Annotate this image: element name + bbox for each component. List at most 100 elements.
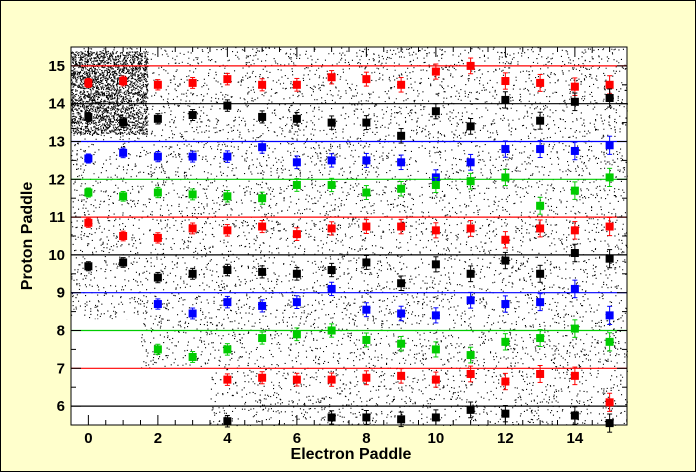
data-point (223, 75, 232, 84)
data-point (153, 188, 162, 197)
empty-region (71, 368, 210, 425)
data-point (536, 201, 545, 210)
data-point (431, 311, 440, 320)
y-tick-label: 7 (57, 360, 65, 377)
data-point (570, 82, 579, 91)
data-point (327, 284, 336, 293)
data-point (397, 371, 406, 380)
data-point (362, 118, 371, 127)
data-point (84, 78, 93, 87)
data-point (258, 334, 267, 343)
data-point (466, 369, 475, 378)
data-point (188, 309, 197, 318)
data-point (397, 309, 406, 318)
data-point (188, 78, 197, 87)
data-point (605, 80, 614, 89)
data-point (570, 186, 579, 195)
data-point (431, 67, 440, 76)
x-tick-label: 4 (223, 430, 232, 447)
data-point (327, 156, 336, 165)
data-point (570, 249, 579, 258)
data-point (119, 77, 128, 86)
x-tick-label: 12 (497, 430, 514, 447)
data-point (397, 279, 406, 288)
data-point (327, 413, 336, 422)
data-point (119, 232, 128, 240)
data-point (327, 73, 336, 82)
data-point (258, 267, 267, 276)
data-point (84, 154, 93, 163)
data-point (605, 141, 614, 150)
data-point (258, 373, 267, 382)
data-point (431, 345, 440, 354)
data-point (466, 158, 475, 167)
x-tick-label: 2 (154, 430, 162, 447)
data-point (466, 296, 475, 305)
data-point (536, 78, 545, 87)
data-point (362, 222, 371, 231)
data-point (570, 146, 579, 155)
data-point (292, 180, 301, 189)
data-point (223, 298, 232, 307)
data-point (536, 269, 545, 278)
data-point (84, 188, 93, 197)
data-point (292, 230, 301, 239)
data-point (397, 222, 406, 231)
data-point (466, 405, 475, 414)
data-point (501, 77, 510, 86)
data-point (153, 233, 162, 242)
data-point (327, 326, 336, 335)
data-point (431, 226, 440, 235)
data-point (188, 111, 197, 120)
data-point (501, 377, 510, 386)
data-point (153, 273, 162, 282)
data-point (188, 352, 197, 361)
noise-dots (71, 47, 628, 427)
y-axis-title: Proton Paddle (19, 182, 36, 291)
data-point (501, 95, 510, 104)
data-point (605, 94, 614, 103)
data-point (605, 222, 614, 231)
data-point (431, 180, 440, 189)
plot-area (71, 47, 627, 425)
data-point (431, 107, 440, 116)
y-tick-label: 13 (48, 134, 65, 151)
data-point (223, 375, 232, 384)
data-point (223, 101, 232, 110)
data-point (153, 345, 162, 354)
data-point (501, 145, 510, 154)
data-point (258, 194, 267, 203)
data-point (397, 184, 406, 193)
data-point (292, 375, 301, 384)
data-point (570, 324, 579, 333)
data-point (188, 190, 197, 199)
data-point (397, 339, 406, 348)
data-point (397, 131, 406, 140)
data-point (536, 334, 545, 343)
data-point (501, 300, 510, 309)
data-point (258, 222, 267, 231)
x-tick-label: 14 (567, 430, 584, 447)
data-point (431, 375, 440, 384)
data-point (397, 80, 406, 89)
data-point (223, 192, 232, 201)
data-point (119, 258, 128, 267)
x-tick-label: 8 (362, 430, 370, 447)
data-point (119, 192, 128, 201)
data-point (570, 371, 579, 380)
data-point (605, 254, 614, 263)
data-point (501, 256, 510, 265)
data-point (119, 118, 128, 127)
data-point (466, 224, 475, 233)
data-point (501, 173, 510, 182)
x-axis-title: Electron Paddle (291, 446, 412, 463)
data-point (223, 266, 232, 275)
background-scatter-noise (71, 47, 628, 427)
data-point (327, 266, 336, 275)
data-point (362, 305, 371, 314)
data-point (501, 235, 510, 244)
data-point (292, 298, 301, 307)
y-tick-label: 10 (48, 247, 65, 264)
data-point (258, 80, 267, 89)
